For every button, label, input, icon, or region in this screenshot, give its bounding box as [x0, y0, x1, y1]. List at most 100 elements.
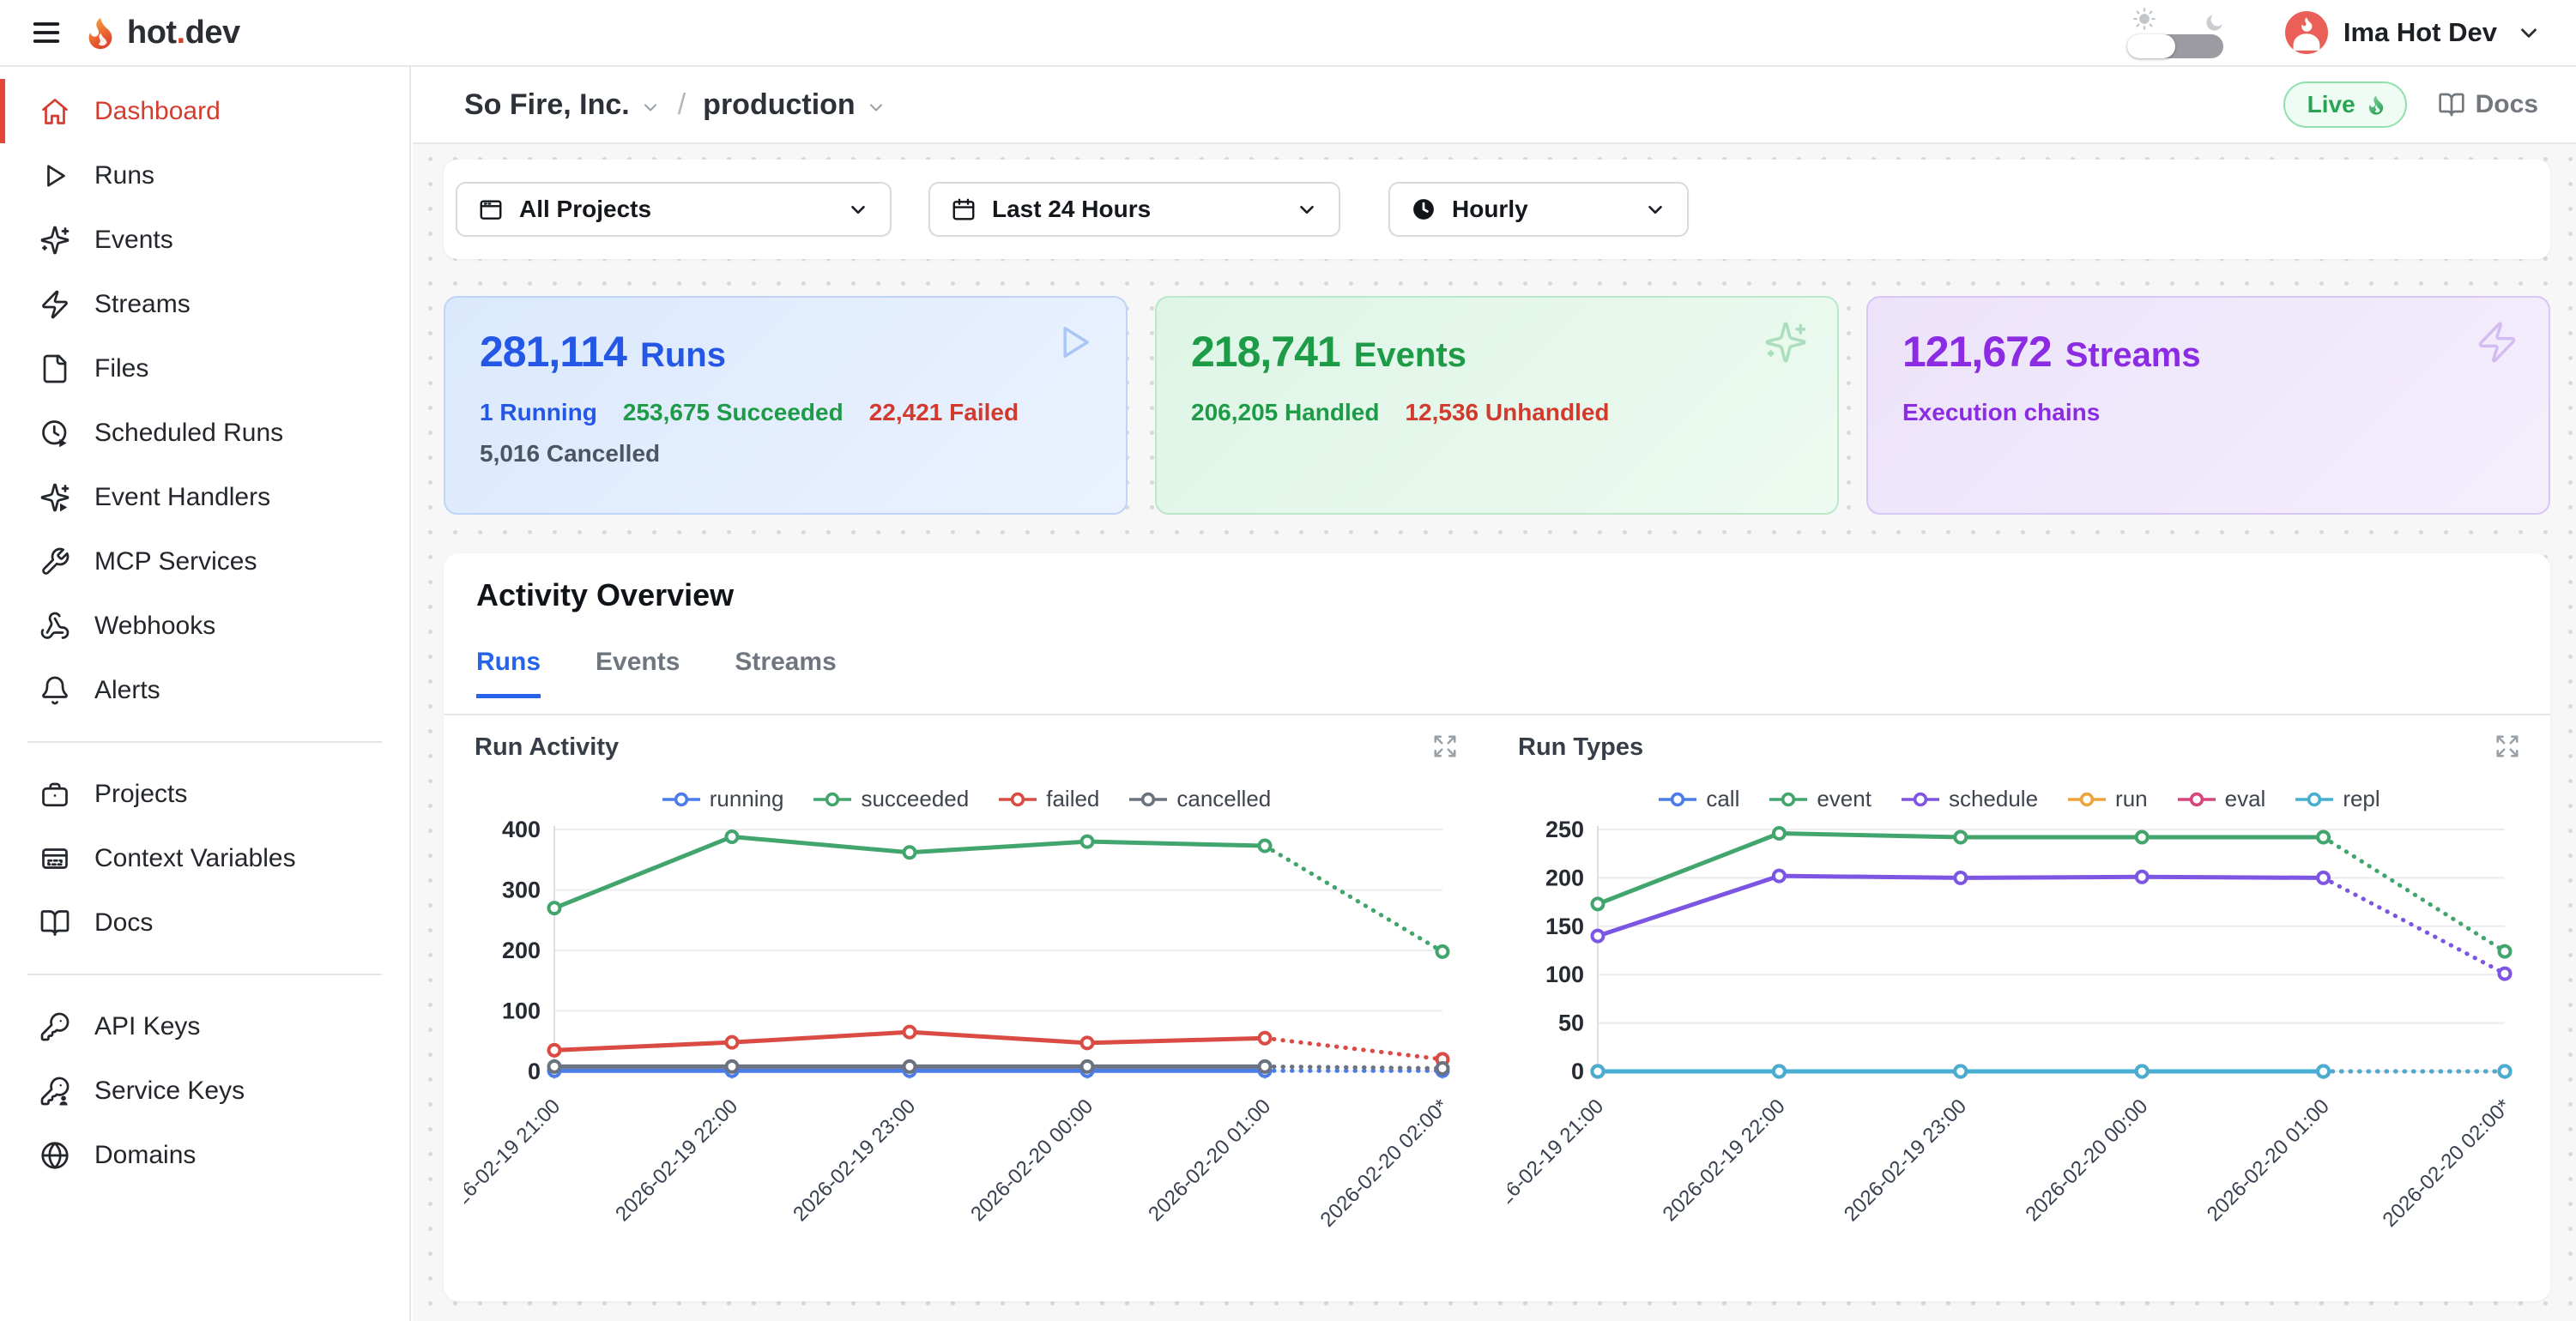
org-selector[interactable]: So Fire, Inc.	[464, 87, 630, 121]
legend-item-call[interactable]: call	[1658, 786, 1739, 812]
svg-text:2026-02-20 00:00: 2026-02-20 00:00	[2021, 1095, 2152, 1226]
stat-card-icon-wrap	[2475, 320, 2519, 365]
svg-text:2026-02-19 22:00: 2026-02-19 22:00	[1659, 1095, 1790, 1226]
sidebar-item-label: Projects	[94, 779, 188, 808]
legend-item-cancelled[interactable]: cancelled	[1128, 786, 1271, 812]
topbar: hot.dev	[0, 0, 2576, 67]
legend-item-running[interactable]: running	[662, 786, 784, 812]
legend-label: running	[709, 786, 784, 811]
brand-name: hot.dev	[127, 14, 240, 51]
tab-events[interactable]: Events	[596, 648, 680, 676]
run-types-panel: Run Types call event schedule run eval r…	[1508, 733, 2531, 1229]
legend-marker	[1659, 792, 1697, 806]
svg-text:2026-02-20 02:00*: 2026-02-20 02:00*	[1316, 1095, 1454, 1229]
sidebar-item-label: Service Keys	[94, 1076, 245, 1105]
sidebar-item-alerts[interactable]: Alerts	[0, 658, 409, 722]
stat-card-stats-line: 206,205 Handled 12,536 Unhandled	[1191, 399, 1803, 426]
sidebar-item-runs[interactable]: Runs	[0, 143, 409, 208]
sidebar-item-scheduled-runs[interactable]: Scheduled Runs	[0, 401, 409, 465]
theme-toggle[interactable]	[2126, 5, 2237, 60]
live-flame-icon	[2368, 95, 2383, 115]
stat-card-events[interactable]: 218,741 Events 206,205 Handled 12,536 Unh…	[1155, 296, 1839, 515]
sidebar-item-api-keys[interactable]: API Keys	[0, 994, 409, 1059]
chevron-down-icon[interactable]	[866, 97, 886, 118]
legend-item-run[interactable]: run	[2067, 786, 2148, 812]
svg-text:100: 100	[1545, 962, 1584, 987]
sidebar-item-events[interactable]: Events	[0, 208, 409, 272]
file-icon	[43, 354, 67, 383]
expand-button[interactable]	[1432, 733, 1458, 763]
calendar-icon	[951, 196, 977, 222]
legend-label: succeeded	[861, 786, 970, 811]
project-filter-value: All Projects	[519, 196, 652, 222]
legend-item-repl[interactable]: repl	[2295, 786, 2380, 812]
legend-item-eval[interactable]: eval	[2177, 786, 2265, 812]
time-range-dropdown[interactable]: Last 24 Hours	[928, 182, 1340, 237]
svg-text:300: 300	[502, 878, 541, 903]
svg-text:2026-02-19 22:00: 2026-02-19 22:00	[611, 1095, 742, 1226]
sidebar-item-streams[interactable]: Streams	[0, 272, 409, 336]
sidebar-item-event-handlers[interactable]: Event Handlers	[0, 465, 409, 529]
sidebar-item-dashboard[interactable]: Dashboard	[0, 79, 409, 143]
legend-label: call	[1706, 786, 1740, 811]
sidebar-item-files[interactable]: Files	[0, 336, 409, 401]
breadcrumb-separator: /	[677, 87, 686, 121]
tab-streams[interactable]: Streams	[735, 648, 837, 676]
brand-logo[interactable]: hot.dev	[81, 13, 240, 52]
chevron-down-icon	[1648, 205, 1662, 214]
stat-card-headline: 281,114 Runs	[480, 327, 1091, 377]
sidebar-item-label: Alerts	[94, 675, 160, 704]
legend-label: schedule	[1948, 786, 2039, 811]
bolt-icon	[42, 290, 68, 318]
chart-legend: call event schedule run eval repl	[1508, 786, 2531, 812]
bell-icon	[42, 676, 68, 704]
stat-card-streams[interactable]: 121,672 Streams Execution chains	[1866, 296, 2550, 515]
svg-text:2026-02-19 23:00: 2026-02-19 23:00	[1840, 1095, 1971, 1226]
docs-link[interactable]: Docs	[2438, 90, 2538, 119]
legend-item-succeeded[interactable]: succeeded	[813, 786, 969, 812]
legend-item-event[interactable]: event	[1769, 786, 1872, 812]
chevron-down-icon[interactable]	[640, 97, 661, 118]
legend-label: cancelled	[1176, 786, 1272, 811]
tabs-border	[444, 714, 2550, 715]
granularity-dropdown[interactable]: Hourly	[1388, 182, 1689, 237]
env-selector[interactable]: production	[703, 87, 856, 121]
book-icon	[2438, 93, 2464, 117]
stat-value: 22,421 Failed	[868, 399, 1019, 425]
stat-card-stats-line: 1 Running 253,675 Succeeded 22,421 Failed	[480, 399, 1091, 426]
menu-button[interactable]	[27, 14, 65, 51]
avatar-flame-person-icon	[2293, 17, 2320, 51]
stat-card-number: 218,741	[1191, 328, 1341, 376]
breadcrumb-right: Live Docs	[2283, 81, 2538, 128]
sidebar-item-label: Webhooks	[94, 611, 216, 640]
expand-button[interactable]	[2494, 733, 2520, 763]
sidebar-item-projects[interactable]: Projects	[0, 762, 409, 826]
sparkles-play-icon	[40, 483, 70, 511]
legend-marker	[813, 792, 852, 806]
sidebar-item-docs[interactable]: Docs	[0, 890, 409, 955]
sidebar-item-domains[interactable]: Domains	[0, 1123, 409, 1187]
sidebar-item-webhooks[interactable]: Webhooks	[0, 594, 409, 658]
key-icon	[40, 1012, 70, 1041]
project-filter-dropdown[interactable]: All Projects	[456, 182, 892, 237]
user-menu[interactable]: Ima Hot Dev	[2284, 11, 2542, 54]
sidebar-item-label: Dashboard	[94, 96, 221, 125]
live-badge[interactable]: Live	[2283, 81, 2407, 128]
stat-value: 1 Running	[480, 399, 597, 425]
svg-text:400: 400	[502, 817, 541, 842]
sidebar-item-context-variables[interactable]: Context Variables	[0, 826, 409, 890]
window-icon	[478, 196, 504, 222]
svg-text:2026-02-19 21:00: 2026-02-19 21:00	[464, 1095, 565, 1226]
time-range-value: Last 24 Hours	[992, 196, 1152, 222]
legend-item-schedule[interactable]: schedule	[1901, 786, 2038, 812]
stat-card-number: 281,114	[480, 328, 627, 376]
stat-card-headline: 218,741 Events	[1191, 327, 1803, 377]
stat-card-runs[interactable]: 281,114 Runs 1 Running 253,675 Succeeded 2…	[444, 296, 1128, 515]
tab-runs[interactable]: Runs	[476, 648, 541, 698]
legend-item-failed[interactable]: failed	[998, 786, 1099, 812]
clock-play-icon	[42, 419, 67, 447]
sidebar-item-label: Context Variables	[94, 843, 296, 872]
sidebar-item-mcp-services[interactable]: MCP Services	[0, 529, 409, 594]
sidebar-item-service-keys[interactable]: Service Keys	[0, 1059, 409, 1123]
